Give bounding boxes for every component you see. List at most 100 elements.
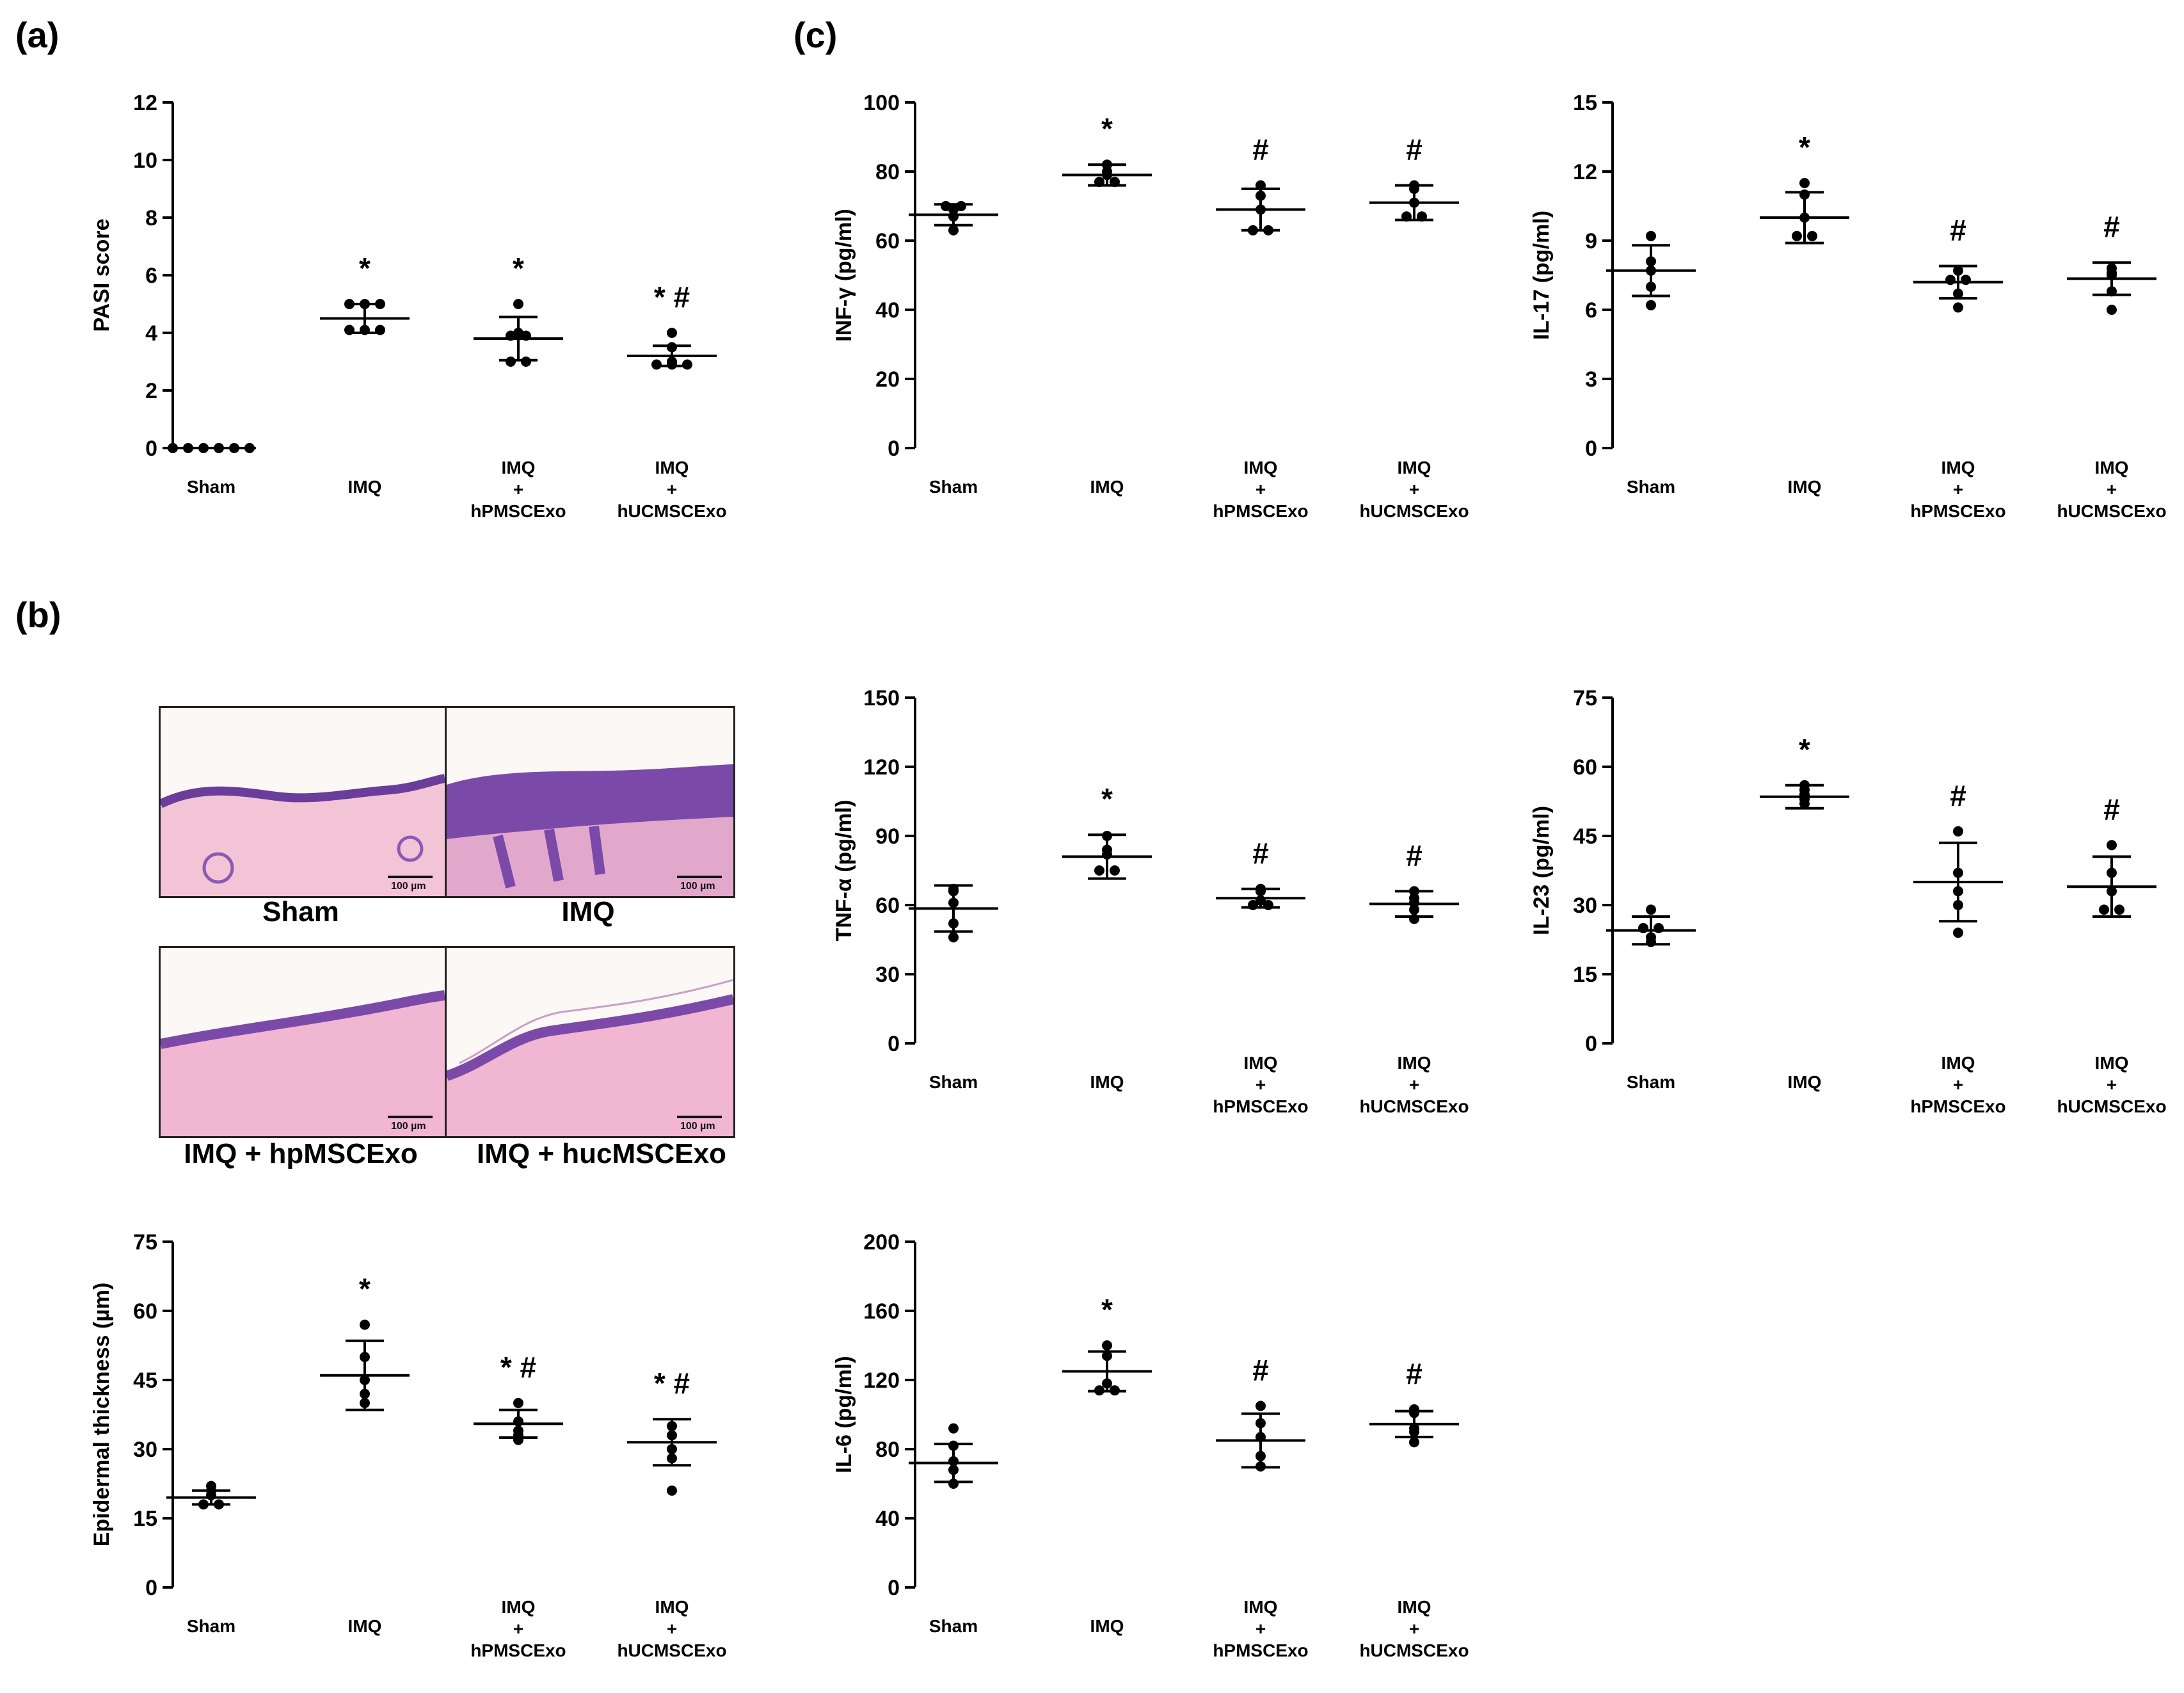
x-tick-label: IMQ [1090, 1616, 1124, 1636]
data-point [1646, 282, 1656, 292]
x-tick-label: IMQ [502, 1597, 536, 1617]
scale-bar [388, 1116, 433, 1118]
y-tick-label: 15 [133, 1507, 157, 1531]
y-tick-label: 4 [145, 321, 157, 346]
y-tick-label: 75 [133, 1230, 157, 1255]
y-tick-label: 160 [863, 1299, 900, 1324]
data-point [1263, 900, 1273, 910]
y-tick-label: 0 [888, 1576, 900, 1600]
data-point [948, 897, 959, 908]
data-point [344, 325, 355, 335]
significance-annotation: # [2103, 792, 2120, 826]
y-tick-label: 15 [1573, 91, 1597, 115]
data-point [1646, 265, 1656, 276]
data-point [1807, 230, 1817, 241]
data-point [948, 1479, 959, 1489]
significance-annotation: * [1101, 112, 1113, 145]
y-tick-label: 100 [863, 91, 900, 115]
data-point [521, 357, 531, 367]
data-point [360, 299, 370, 309]
x-tick-label: + [1409, 1075, 1419, 1095]
x-tick-label: + [1953, 479, 1963, 499]
data-point [1094, 177, 1104, 188]
scale-label: 100 µm [680, 1121, 715, 1132]
data-point [1401, 211, 1412, 222]
y-tick-label: 12 [1573, 160, 1597, 184]
data-point [1961, 275, 1971, 285]
y-tick-label: 80 [875, 1438, 900, 1462]
significance-annotation: * [359, 252, 371, 285]
y-tick-label: 60 [875, 894, 900, 918]
data-point [344, 299, 355, 309]
data-point [667, 1421, 677, 1431]
x-tick-label: + [1255, 1075, 1266, 1095]
data-point [1646, 256, 1656, 267]
scale-label: 100 µm [680, 881, 715, 892]
data-point [948, 1440, 959, 1451]
y-axis-label: IL-23 (pg/ml) [1529, 806, 1554, 935]
y-tick-label: 2 [145, 379, 157, 403]
data-point [667, 1453, 677, 1464]
significance-annotation: * [1799, 131, 1810, 164]
data-point [1953, 265, 1963, 276]
x-tick-label: Sham [187, 1616, 235, 1636]
x-tick-label: + [2107, 1075, 2117, 1095]
data-point [1654, 923, 1664, 933]
data-point [360, 1319, 370, 1330]
data-point [1102, 1351, 1112, 1361]
significance-annotation: # [1950, 779, 1966, 812]
x-tick-label: IMQ [348, 1616, 382, 1636]
data-point [2114, 904, 2124, 915]
data-point [1792, 230, 1802, 241]
data-point [198, 1499, 209, 1510]
x-tick-label: IMQ [1244, 1053, 1278, 1073]
data-point [1255, 883, 1266, 894]
data-point [1102, 1340, 1112, 1351]
histology-imq: 100 µm [445, 706, 735, 898]
y-tick-label: 0 [1585, 1032, 1597, 1056]
panel-label-a: (a) [15, 15, 60, 55]
y-tick-label: 80 [875, 160, 900, 184]
data-point [1953, 927, 1963, 938]
panel-label-c: (c) [793, 15, 838, 55]
y-axis-label: IL-17 (pg/ml) [1529, 211, 1554, 340]
y-tick-label: 30 [875, 963, 900, 987]
data-point [506, 330, 516, 341]
x-tick-label: hPMSCExo [1213, 501, 1308, 521]
data-point [2107, 286, 2117, 297]
y-tick-label: 12 [133, 91, 157, 115]
y-tick-label: 6 [1585, 298, 1597, 323]
y-tick-label: 200 [863, 1230, 900, 1255]
x-tick-label: IMQ [1398, 458, 1431, 477]
data-point [667, 1444, 677, 1454]
x-tick-label: hUCMSCExo [1359, 1096, 1469, 1116]
y-tick-label: 30 [133, 1438, 157, 1462]
x-tick-label: IMQ [1244, 1597, 1278, 1617]
significance-annotation: * [359, 1272, 371, 1306]
data-point [2107, 305, 2117, 315]
x-tick-label: Sham [929, 477, 978, 497]
data-point [513, 1425, 523, 1436]
data-point [1945, 275, 1956, 285]
data-point [1953, 886, 1963, 897]
data-point [948, 883, 959, 894]
significance-annotation: * # [500, 1351, 536, 1384]
x-tick-label: Sham [929, 1616, 978, 1636]
x-tick-label: + [667, 479, 677, 499]
data-point [1953, 900, 1963, 910]
y-tick-label: 10 [133, 148, 157, 173]
histology-hpmsc: 100 µm [159, 946, 447, 1138]
x-tick-label: + [1255, 479, 1266, 499]
x-tick-label: hPMSCExo [1910, 501, 2005, 521]
data-point [214, 443, 224, 453]
data-point [1953, 302, 1963, 313]
data-point [521, 330, 531, 341]
histology-hucmsc-image [447, 948, 733, 1136]
data-point [941, 201, 951, 211]
x-tick-label: IMQ [1398, 1597, 1431, 1617]
x-tick-label: + [1255, 1619, 1266, 1639]
data-point [682, 359, 692, 370]
y-tick-label: 20 [875, 367, 900, 392]
data-point [1799, 178, 1810, 188]
